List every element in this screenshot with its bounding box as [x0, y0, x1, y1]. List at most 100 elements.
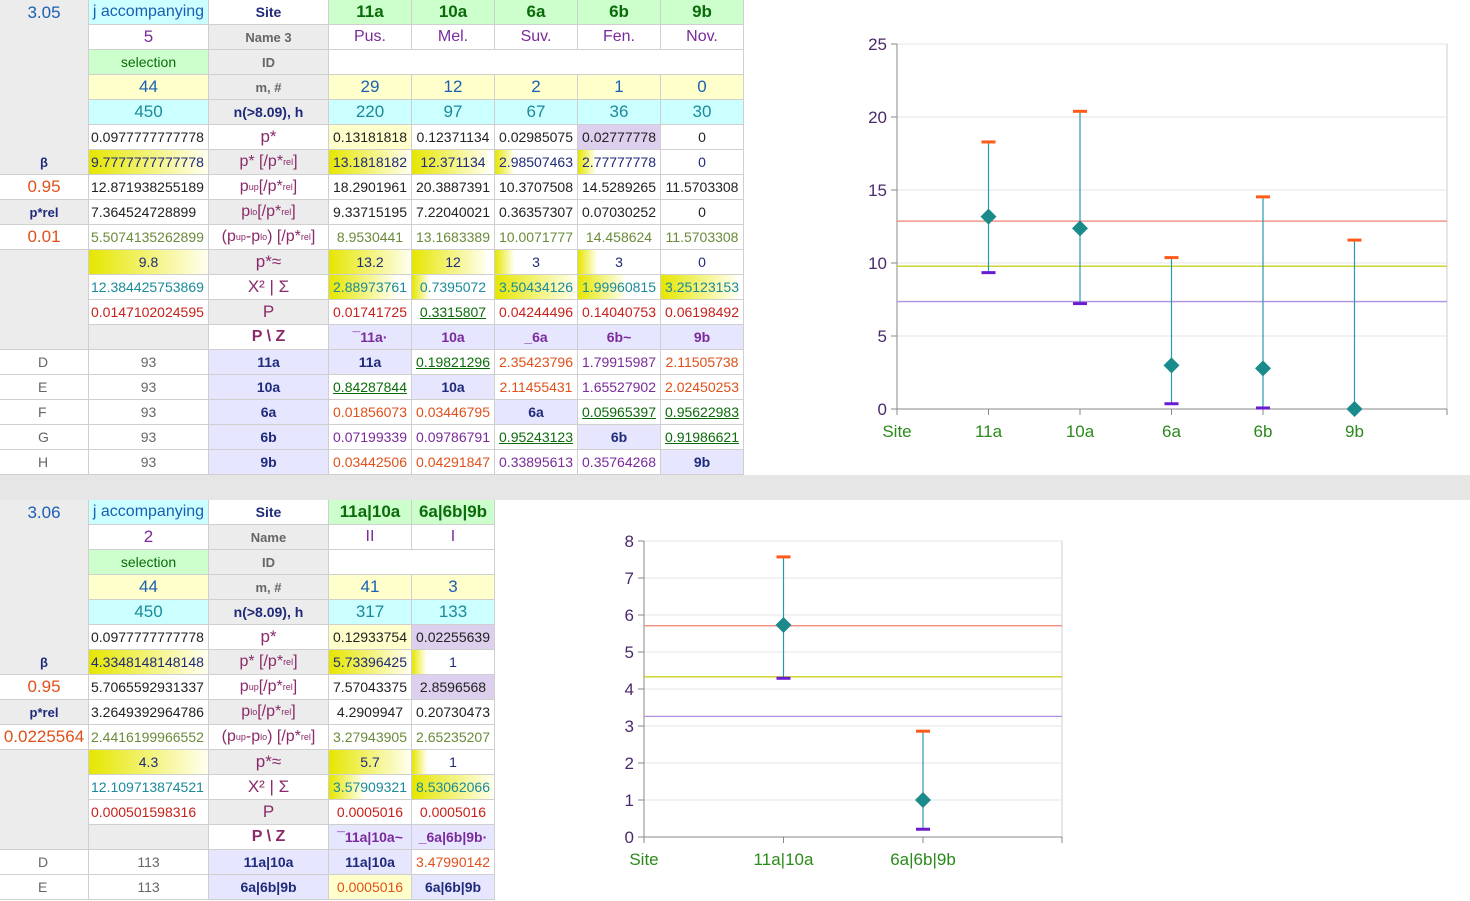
- row-label[interactable]: p* [/p* rel]: [209, 150, 329, 175]
- cell-value[interactable]: 0.02255639: [412, 625, 495, 650]
- matrix-row-site[interactable]: 9b: [209, 450, 329, 475]
- row-label[interactable]: p lo [/p* rel]: [209, 700, 329, 725]
- cell-value[interactable]: 1.99960815: [578, 275, 661, 300]
- cell-value[interactable]: 3.27943905: [329, 725, 412, 750]
- cell-value[interactable]: 0.07030252: [578, 200, 661, 225]
- cell-value[interactable]: 10a: [412, 325, 495, 350]
- matrix-cell[interactable]: 3.47990142: [412, 850, 495, 875]
- site-n-value[interactable]: 30: [661, 100, 744, 125]
- row-label[interactable]: P \ Z: [209, 825, 329, 850]
- m-total[interactable]: 44: [89, 575, 209, 600]
- site-name[interactable]: Nov.: [661, 25, 744, 50]
- blank-cell[interactable]: [0, 250, 89, 350]
- row-label[interactable]: p*: [209, 625, 329, 650]
- site-column-header[interactable]: 11a: [329, 0, 412, 25]
- site-name[interactable]: Fen.: [578, 25, 661, 50]
- matrix-cell[interactable]: 0.33895613: [495, 450, 578, 475]
- cell-value[interactable]: _6a|6b|9b·: [412, 825, 495, 850]
- matrix-row-site[interactable]: 11a|10a: [209, 850, 329, 875]
- row-left-value[interactable]: [89, 325, 209, 350]
- matrix-cell[interactable]: 0.07199339: [329, 425, 412, 450]
- cell-value[interactable]: 0: [661, 200, 744, 225]
- cell-value[interactable]: 0.02777778: [578, 125, 661, 150]
- site-count[interactable]: 5: [89, 25, 209, 50]
- site-m-value[interactable]: 2: [495, 75, 578, 100]
- matrix-row-label[interactable]: E: [0, 875, 89, 900]
- beta-label[interactable]: β: [0, 150, 89, 175]
- m-total[interactable]: 44: [89, 75, 209, 100]
- site-name[interactable]: Pus.: [329, 25, 412, 50]
- cell-value[interactable]: 3.25123153: [661, 275, 744, 300]
- p-rel-label[interactable]: p*rel: [0, 200, 89, 225]
- matrix-cell[interactable]: 11a|10a: [329, 850, 412, 875]
- matrix-cell[interactable]: 0.09786791: [412, 425, 495, 450]
- cell-value[interactable]: 0: [661, 250, 744, 275]
- name-header[interactable]: Name: [209, 525, 329, 550]
- cell-value[interactable]: 0.0005016: [412, 800, 495, 825]
- id-header[interactable]: ID: [209, 550, 329, 575]
- cell-value[interactable]: 6b~: [578, 325, 661, 350]
- site-name[interactable]: I: [412, 525, 495, 550]
- row-left-value[interactable]: 9.8: [89, 250, 209, 275]
- cell-value[interactable]: 0.20730473: [412, 700, 495, 725]
- n-header[interactable]: n(>8.09), h: [209, 600, 329, 625]
- cell-value[interactable]: 5.73396425: [329, 650, 412, 675]
- row-label[interactable]: p up [/p* rel]: [209, 675, 329, 700]
- matrix-row-n[interactable]: 113: [89, 850, 209, 875]
- row-label[interactable]: p up [/p* rel]: [209, 175, 329, 200]
- matrix-cell[interactable]: 10a: [412, 375, 495, 400]
- row-left-value[interactable]: 5.7065592931337: [89, 675, 209, 700]
- header-label[interactable]: j accompanying: [89, 500, 209, 525]
- cell-value[interactable]: 3.57909321: [329, 775, 412, 800]
- cell-value[interactable]: 3: [495, 250, 578, 275]
- row-left-value[interactable]: 5.5074135262899: [89, 225, 209, 250]
- row-left-value[interactable]: 7.364524728899: [89, 200, 209, 225]
- cell-value[interactable]: 2.77777778: [578, 150, 661, 175]
- matrix-row-site[interactable]: 6a|6b|9b: [209, 875, 329, 900]
- cell-value[interactable]: 4.2909947: [329, 700, 412, 725]
- cell-value[interactable]: ¯11a|10a~: [329, 825, 412, 850]
- site-n-value[interactable]: 133: [412, 600, 495, 625]
- cell-value[interactable]: 7.22040021: [412, 200, 495, 225]
- matrix-cell[interactable]: 2.11505738: [661, 350, 744, 375]
- matrix-row-n[interactable]: 93: [89, 375, 209, 400]
- cell-value[interactable]: 3: [578, 250, 661, 275]
- matrix-cell[interactable]: 0.03446795: [412, 400, 495, 425]
- site-m-value[interactable]: 29: [329, 75, 412, 100]
- matrix-cell[interactable]: 9b: [661, 450, 744, 475]
- row-label[interactable]: (p up -p lo) [/p* rel]: [209, 725, 329, 750]
- matrix-cell[interactable]: 6b: [578, 425, 661, 450]
- cell-value[interactable]: 12: [412, 250, 495, 275]
- row-label[interactable]: P: [209, 800, 329, 825]
- id-row-blank[interactable]: [329, 550, 495, 575]
- row-left-value[interactable]: 4.3348148148148: [89, 650, 209, 675]
- blank-cell[interactable]: [0, 25, 89, 150]
- alpha-value[interactable]: 0.01: [0, 225, 89, 250]
- m-header[interactable]: m, #: [209, 75, 329, 100]
- matrix-row-n[interactable]: 93: [89, 450, 209, 475]
- matrix-cell[interactable]: 0.91986621: [661, 425, 744, 450]
- row-label[interactable]: P \ Z: [209, 325, 329, 350]
- cell-value[interactable]: 18.2901961: [329, 175, 412, 200]
- cell-value[interactable]: 13.2: [329, 250, 412, 275]
- matrix-cell[interactable]: 1.65527902: [578, 375, 661, 400]
- site-m-value[interactable]: 41: [329, 575, 412, 600]
- site-column-header[interactable]: 11a|10a: [329, 500, 412, 525]
- cell-value[interactable]: 12.371134: [412, 150, 495, 175]
- matrix-row-n[interactable]: 93: [89, 350, 209, 375]
- cell-value[interactable]: 2.88973761: [329, 275, 412, 300]
- cell-value[interactable]: 7.57043375: [329, 675, 412, 700]
- site-column-header[interactable]: 10a: [412, 0, 495, 25]
- row-label[interactable]: p*≈: [209, 750, 329, 775]
- selection-label[interactable]: selection: [89, 550, 209, 575]
- cell-value[interactable]: 0: [661, 150, 744, 175]
- matrix-cell[interactable]: 6a|6b|9b: [412, 875, 495, 900]
- name-header[interactable]: Name 3: [209, 25, 329, 50]
- row-label[interactable]: p*≈: [209, 250, 329, 275]
- m-header[interactable]: m, #: [209, 575, 329, 600]
- row-left-value[interactable]: 4.3: [89, 750, 209, 775]
- cell-value[interactable]: 3.50434126: [495, 275, 578, 300]
- matrix-cell[interactable]: 0.19821296: [412, 350, 495, 375]
- row-left-value[interactable]: 2.4416199966552: [89, 725, 209, 750]
- cell-value[interactable]: ¯11a·: [329, 325, 412, 350]
